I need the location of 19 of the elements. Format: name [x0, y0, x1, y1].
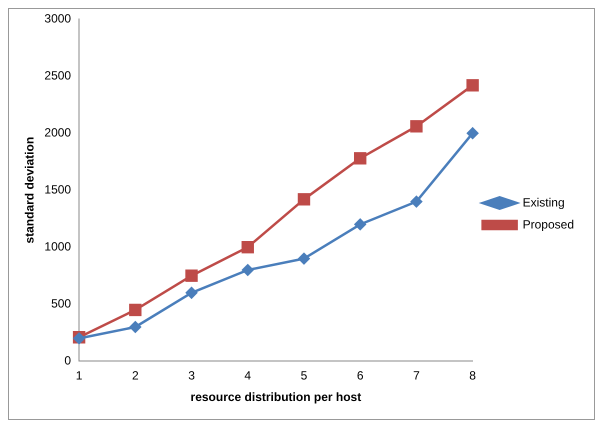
- y-tick-label: 1000: [44, 240, 72, 254]
- x-tick-label: 6: [356, 368, 364, 383]
- x-tick-label: 2: [132, 368, 139, 383]
- y-tick-label: 1500: [44, 182, 72, 197]
- x-tick-label: 7: [413, 368, 420, 383]
- y-tick-label: 2500: [44, 68, 72, 83]
- y-axis-title: standard deviation: [22, 136, 37, 244]
- y-tick-label: 500: [51, 296, 72, 311]
- y-tick-label: 0: [64, 354, 72, 368]
- x-tick-label: 8: [469, 368, 476, 383]
- legend-label: Existing: [522, 195, 565, 210]
- x-tick-label: 5: [300, 368, 308, 383]
- x-tick-label: 4: [244, 368, 252, 383]
- x-tick-label: 1: [76, 368, 83, 383]
- y-tick-label: 2000: [44, 126, 72, 140]
- legend-label: Proposed: [522, 217, 574, 232]
- x-tick-label: 3: [188, 368, 196, 383]
- x-axis-title: resource distribution per host: [190, 390, 362, 404]
- y-tick-label: 3000: [44, 12, 72, 26]
